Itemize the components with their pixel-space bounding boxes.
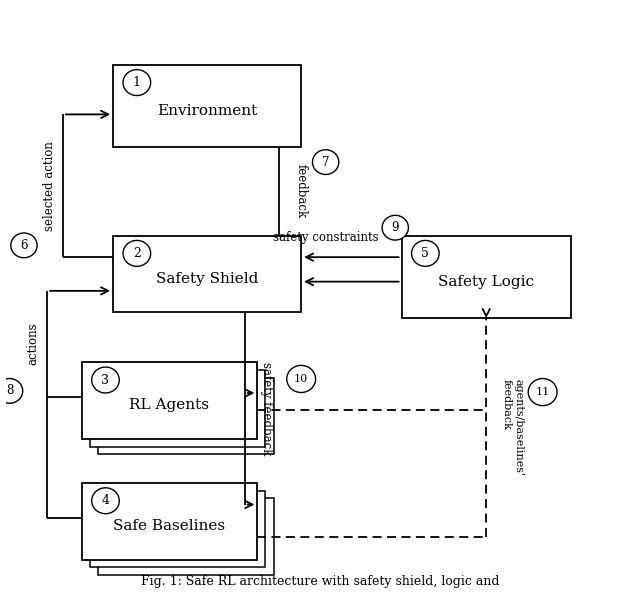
Bar: [113, 236, 301, 313]
Circle shape: [0, 379, 22, 403]
Text: RL Agents: RL Agents: [129, 398, 209, 412]
Text: 2: 2: [133, 247, 141, 260]
Text: 3: 3: [102, 373, 109, 386]
Circle shape: [312, 150, 339, 174]
Text: Safety Logic: Safety Logic: [438, 275, 534, 288]
Circle shape: [92, 367, 119, 393]
Text: agents/baselines'
feedback: agents/baselines' feedback: [502, 379, 524, 476]
Bar: [98, 377, 273, 454]
Bar: [82, 483, 257, 560]
Circle shape: [412, 240, 439, 266]
Bar: [82, 362, 257, 439]
Bar: [113, 65, 301, 147]
Circle shape: [92, 488, 119, 514]
Text: 4: 4: [102, 494, 109, 507]
Text: actions: actions: [27, 323, 40, 365]
Text: 10: 10: [294, 374, 308, 384]
Circle shape: [123, 240, 150, 266]
Text: selected action: selected action: [42, 141, 56, 231]
Text: safety constraints: safety constraints: [273, 231, 379, 244]
Circle shape: [287, 365, 316, 392]
Text: 11: 11: [536, 387, 550, 397]
Circle shape: [123, 70, 150, 96]
Text: Safe Baselines: Safe Baselines: [113, 519, 225, 533]
Bar: [90, 370, 266, 447]
Bar: [98, 498, 273, 575]
Circle shape: [382, 215, 408, 240]
Text: Safety Shield: Safety Shield: [156, 272, 259, 285]
Circle shape: [528, 379, 557, 406]
Text: safety feedback: safety feedback: [260, 362, 273, 455]
Text: 5: 5: [421, 247, 429, 260]
Text: Fig. 1: Safe RL architecture with safety shield, logic and: Fig. 1: Safe RL architecture with safety…: [141, 575, 499, 588]
Text: 9: 9: [392, 221, 399, 234]
Bar: [90, 491, 266, 567]
Circle shape: [11, 233, 37, 258]
Bar: [401, 236, 571, 318]
Text: 1: 1: [133, 76, 141, 89]
Text: Environment: Environment: [157, 104, 257, 118]
Text: 8: 8: [6, 385, 13, 397]
Text: 6: 6: [20, 239, 28, 252]
Text: 7: 7: [322, 156, 330, 169]
Text: feedback: feedback: [294, 165, 307, 219]
